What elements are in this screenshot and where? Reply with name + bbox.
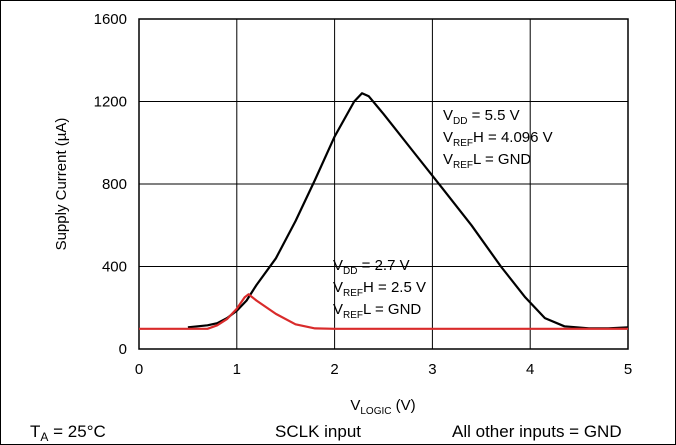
x-axis-label-unit: (V) <box>391 397 415 414</box>
annotation-line: VREFH = 2.5 V <box>333 279 426 299</box>
annotation-value: L = GND <box>473 151 531 168</box>
annotation-line: VREFH = 4.096 V <box>443 129 553 149</box>
annotation-line: VREFL = GND <box>443 151 531 171</box>
annotation-value: = 2.7 V <box>357 257 409 274</box>
annotation-symbol: V <box>333 279 343 296</box>
footer-temperature-rest: = 25°C <box>48 422 105 441</box>
x-tick-label: 2 <box>330 361 338 378</box>
footer-input: SCLK input <box>275 422 361 441</box>
annotation-subscript: REF <box>343 310 363 321</box>
annotation-symbol: V <box>443 151 453 168</box>
grid <box>139 19 628 349</box>
plot-border <box>138 18 629 350</box>
annotation-value: H = 4.096 V <box>473 129 553 146</box>
x-tick-label: 3 <box>428 361 436 378</box>
tick-labels: 0 1 2 3 4 5 0 400 800 1200 1600 <box>94 11 633 378</box>
x-axis-label-sub: LOGIC <box>360 406 391 417</box>
footer-temperature-sub: A <box>40 430 48 444</box>
y-tick-label: 1600 <box>94 11 127 28</box>
annotation-value: H = 2.5 V <box>363 279 426 296</box>
annotation-line: VREFL = GND <box>333 301 421 321</box>
annotation-subscript: REF <box>343 288 363 299</box>
footer-temperature: TA = 25°C <box>30 422 106 444</box>
series-layer <box>139 92 629 330</box>
footer-other-inputs: All other inputs = GND <box>452 422 622 441</box>
x-axis-label-main: V <box>350 397 360 414</box>
y-axis-label: Supply Current (µA) <box>53 118 70 251</box>
annotation-line: VDD = 2.7 V <box>333 257 410 277</box>
x-tick-label: 1 <box>233 361 241 378</box>
annotation-value: L = GND <box>363 301 421 318</box>
series-line-2 <box>139 293 628 330</box>
annotation-symbol: V <box>333 301 343 318</box>
series-line-1 <box>187 92 629 330</box>
x-tick-label: 5 <box>624 361 632 378</box>
annotation-value: = 5.5 V <box>467 107 519 124</box>
x-axis-label: VLOGIC (V) <box>350 397 415 417</box>
x-tick-label: 4 <box>526 361 534 378</box>
annotation-subscript: DD <box>343 266 357 277</box>
annotation-symbol: V <box>443 129 453 146</box>
annotation-symbol: V <box>333 257 343 274</box>
y-tick-label: 400 <box>102 259 127 276</box>
footer-temperature-v: T <box>30 422 40 441</box>
y-tick-label: 0 <box>119 341 127 358</box>
annotation-symbol: V <box>443 107 453 124</box>
x-tick-label: 0 <box>135 361 143 378</box>
y-tick-label: 800 <box>102 176 127 193</box>
annotation-subscript: REF <box>453 138 473 149</box>
annotation-line: VDD = 5.5 V <box>443 107 520 127</box>
annotation-subscript: REF <box>453 160 473 171</box>
annotation-subscript: DD <box>453 116 467 127</box>
y-tick-label: 1200 <box>94 94 127 111</box>
